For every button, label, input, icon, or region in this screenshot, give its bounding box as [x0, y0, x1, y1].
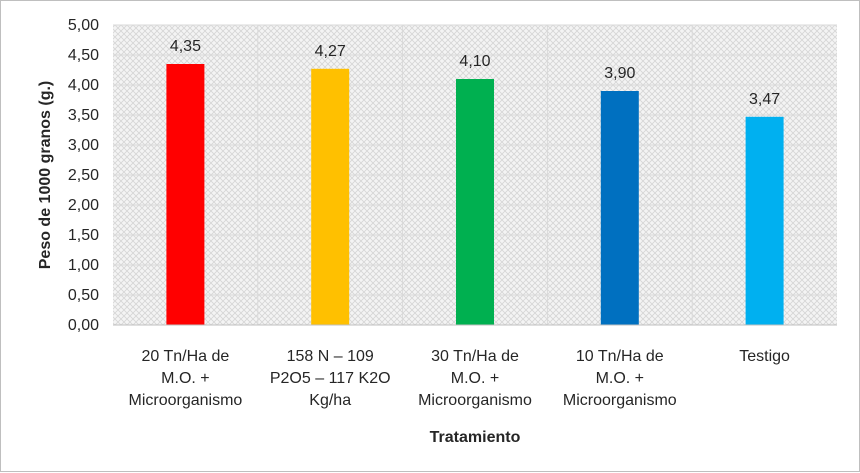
y-tick-label: 2,00	[68, 197, 99, 214]
x-tick-label: 20 Tn/Ha de M.O. + Microorganismo	[128, 348, 242, 409]
x-tick-label: 10 Tn/Ha de M.O. + Microorganismo	[563, 348, 677, 409]
x-tick-label-line: 20 Tn/Ha de	[142, 348, 230, 365]
bar	[600, 91, 639, 325]
data-label: 3,90	[604, 65, 635, 82]
y-tick-label: 4,00	[68, 77, 99, 94]
x-tick-label-line: 158 N – 109	[287, 348, 374, 365]
x-tick-label-line: Testigo	[739, 348, 790, 365]
x-tick-label-line: M.O. +	[596, 370, 644, 387]
x-tick-label-line: Microorganismo	[563, 392, 677, 409]
x-tick-label-line: M.O. +	[161, 370, 209, 387]
x-tick-label-line: M.O. +	[451, 370, 499, 387]
x-tick-label-line: Kg/ha	[309, 392, 351, 409]
x-tick-label-line: 10 Tn/Ha de	[576, 348, 664, 365]
y-axis-title: Peso de 1000 granos (g.)	[37, 81, 54, 270]
bar	[166, 64, 205, 325]
y-tick-label: 4,50	[68, 47, 99, 64]
data-label: 3,47	[749, 91, 780, 108]
data-labels: 4,35 4,27 4,10 3,90 3,47	[170, 38, 780, 108]
y-tick-label: 1,50	[68, 227, 99, 244]
data-label: 4,35	[170, 38, 201, 55]
y-axis-ticks: 0,00 0,50 1,00 1,50 2,00 2,50 3,00 3,50 4,00 4,50…	[68, 17, 99, 334]
y-tick-label: 1,00	[68, 257, 99, 274]
x-tick-label: Testigo	[739, 348, 790, 365]
x-tick-label: 158 N – 109 P2O5 – 117 K2O Kg/ha	[270, 348, 391, 409]
y-tick-label: 3,50	[68, 107, 99, 124]
bar	[745, 116, 784, 325]
bar	[456, 79, 494, 325]
y-tick-label: 2,50	[68, 167, 99, 184]
x-axis-title: Tratamiento	[430, 429, 521, 446]
y-tick-label: 0,00	[68, 317, 99, 334]
x-tick-label-line: 30 Tn/Ha de	[431, 348, 519, 365]
data-label: 4,10	[459, 53, 490, 70]
data-label: 4,27	[315, 43, 346, 60]
bar	[311, 68, 350, 326]
x-tick-label-line: P2O5 – 117 K2O	[270, 370, 391, 387]
y-tick-label: 5,00	[68, 17, 99, 34]
y-tick-label: 3,00	[68, 137, 99, 154]
x-axis-ticks: 20 Tn/Ha de M.O. + Microorganismo 158 N – 1…	[128, 348, 790, 409]
bars	[166, 64, 784, 326]
x-tick-label: 30 Tn/Ha de M.O. + Microorganismo	[418, 348, 532, 409]
x-tick-label-line: Microorganismo	[128, 392, 242, 409]
y-tick-label: 0,50	[68, 287, 99, 304]
x-tick-label-line: Microorganismo	[418, 392, 532, 409]
